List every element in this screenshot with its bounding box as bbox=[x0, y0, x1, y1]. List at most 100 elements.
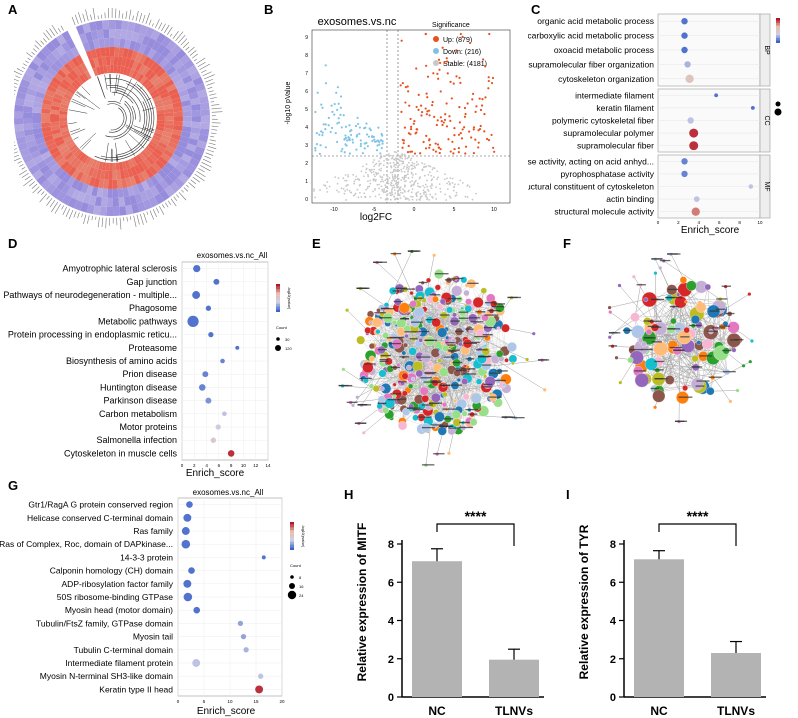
volcano-point-stable bbox=[378, 160, 380, 163]
heatmap-cell bbox=[47, 172, 58, 184]
heatmap-cell bbox=[40, 46, 52, 57]
heatmap-cell bbox=[191, 151, 203, 162]
volcano-point-down bbox=[356, 116, 359, 119]
volcano-point-up bbox=[410, 125, 413, 128]
kegg-enrichment-plot: exosomes.vs.nc_All Enrich_score 0 2 4 6 8 10 1… bbox=[3, 251, 292, 479]
volcano-point-up bbox=[487, 87, 490, 90]
heatmap-cell bbox=[80, 183, 89, 194]
volcano-point-down bbox=[358, 126, 362, 129]
heatmap-cell bbox=[104, 47, 110, 57]
heatmap-cell bbox=[95, 66, 102, 76]
bubble-dot bbox=[210, 437, 216, 443]
heatmap-cell bbox=[16, 91, 27, 100]
network-node bbox=[442, 344, 450, 352]
volcano-point-stable bbox=[424, 191, 427, 194]
volcano-point-up bbox=[468, 41, 472, 45]
network-label-mark bbox=[397, 398, 407, 400]
network-label-mark bbox=[431, 381, 442, 384]
volcano-point-down bbox=[371, 139, 374, 143]
heatmap-cell bbox=[140, 150, 149, 159]
network-label-mark bbox=[400, 318, 409, 320]
volcano-point-up bbox=[407, 132, 411, 135]
network-label-mark bbox=[380, 308, 395, 310]
heatmap-cell bbox=[108, 170, 113, 180]
heatmap-label-tick bbox=[199, 165, 211, 172]
heatmap-cell bbox=[191, 109, 201, 117]
volcano-point-stable bbox=[347, 173, 350, 176]
network-node bbox=[750, 339, 754, 343]
heatmap-cell bbox=[172, 101, 183, 109]
dendrogram-branch bbox=[79, 132, 97, 149]
volcano-point-stable bbox=[424, 183, 427, 186]
volcano-point-stable bbox=[406, 197, 409, 200]
volcano-point-up bbox=[468, 130, 471, 133]
heatmap-cell bbox=[125, 30, 134, 41]
heatmap-cell bbox=[167, 171, 179, 183]
heatmap-label-tick bbox=[206, 82, 215, 86]
volcano-point-up bbox=[439, 90, 442, 93]
volcano-point-stable bbox=[401, 153, 404, 156]
bar-ytick-label: 0 bbox=[388, 692, 394, 704]
volcano-point-up bbox=[439, 61, 442, 65]
heatmap-cell bbox=[182, 105, 192, 112]
volcano-point-up bbox=[463, 126, 466, 129]
heatmap-label-tick bbox=[169, 33, 173, 37]
network-label-mark bbox=[414, 297, 424, 299]
network-label-mark bbox=[474, 335, 488, 338]
bubble-colorbar-segment bbox=[290, 530, 294, 534]
go-xtick-label: 0 bbox=[657, 220, 660, 225]
volcano-point-stable bbox=[365, 163, 368, 166]
volcano-point-down bbox=[324, 82, 328, 85]
heatmap-cell bbox=[107, 188, 113, 198]
volcano-point-stable bbox=[367, 175, 370, 178]
network-node bbox=[447, 427, 456, 436]
volcano-point-up bbox=[441, 46, 444, 49]
heatmap-cell bbox=[50, 118, 60, 123]
heatmap-cell bbox=[93, 57, 100, 68]
heatmap-cell bbox=[71, 168, 81, 179]
network-label-mark bbox=[439, 425, 452, 427]
volcano-point-stable bbox=[403, 175, 406, 178]
network-node bbox=[431, 392, 441, 403]
network-node bbox=[632, 275, 636, 279]
heatmap-cell bbox=[101, 188, 108, 198]
volcano-point-up bbox=[419, 152, 422, 155]
network-node bbox=[382, 332, 389, 339]
heatmap-cell bbox=[67, 59, 77, 70]
heatmap-cell bbox=[154, 182, 165, 194]
heatmap-label-tick bbox=[211, 104, 220, 106]
go-term-dot bbox=[689, 141, 699, 151]
heatmap-cell bbox=[191, 116, 201, 123]
volcano-point-stable bbox=[360, 195, 363, 198]
volcano-point-stable bbox=[345, 185, 348, 188]
heatmap-cell bbox=[23, 123, 33, 131]
network-node bbox=[461, 378, 469, 385]
volcano-point-stable bbox=[426, 179, 428, 182]
heatmap-cell bbox=[163, 127, 173, 134]
heatmap-cell bbox=[32, 118, 42, 124]
volcano-point-stable bbox=[354, 178, 357, 181]
heatmap-cell bbox=[102, 29, 110, 39]
heatmap-label-tick bbox=[14, 82, 18, 85]
volcano-point-up bbox=[449, 150, 452, 153]
network-label-mark bbox=[507, 296, 521, 299]
volcano-point-up bbox=[414, 132, 417, 135]
volcano-point-stable bbox=[414, 173, 417, 175]
heatmap-label-tick bbox=[14, 144, 16, 147]
heatmap-cell bbox=[143, 158, 152, 169]
network-edge bbox=[384, 251, 413, 309]
heatmap-label-tick bbox=[16, 68, 24, 73]
network-label-mark bbox=[390, 252, 402, 255]
volcano-point-down bbox=[324, 123, 327, 126]
volcano-point-stable bbox=[356, 178, 359, 180]
heatmap-cell bbox=[150, 137, 160, 145]
heatmap-cell bbox=[141, 180, 150, 191]
heatmap-cell bbox=[61, 194, 72, 206]
network-label-mark bbox=[447, 349, 460, 351]
go-term-label: cytoskeleton organization bbox=[558, 74, 654, 84]
volcano-point-stable bbox=[431, 178, 434, 181]
network-label-mark bbox=[416, 356, 431, 358]
heatmap-cell bbox=[78, 74, 87, 83]
volcano-point-stable bbox=[393, 186, 396, 189]
volcano-point-stable bbox=[396, 175, 399, 178]
